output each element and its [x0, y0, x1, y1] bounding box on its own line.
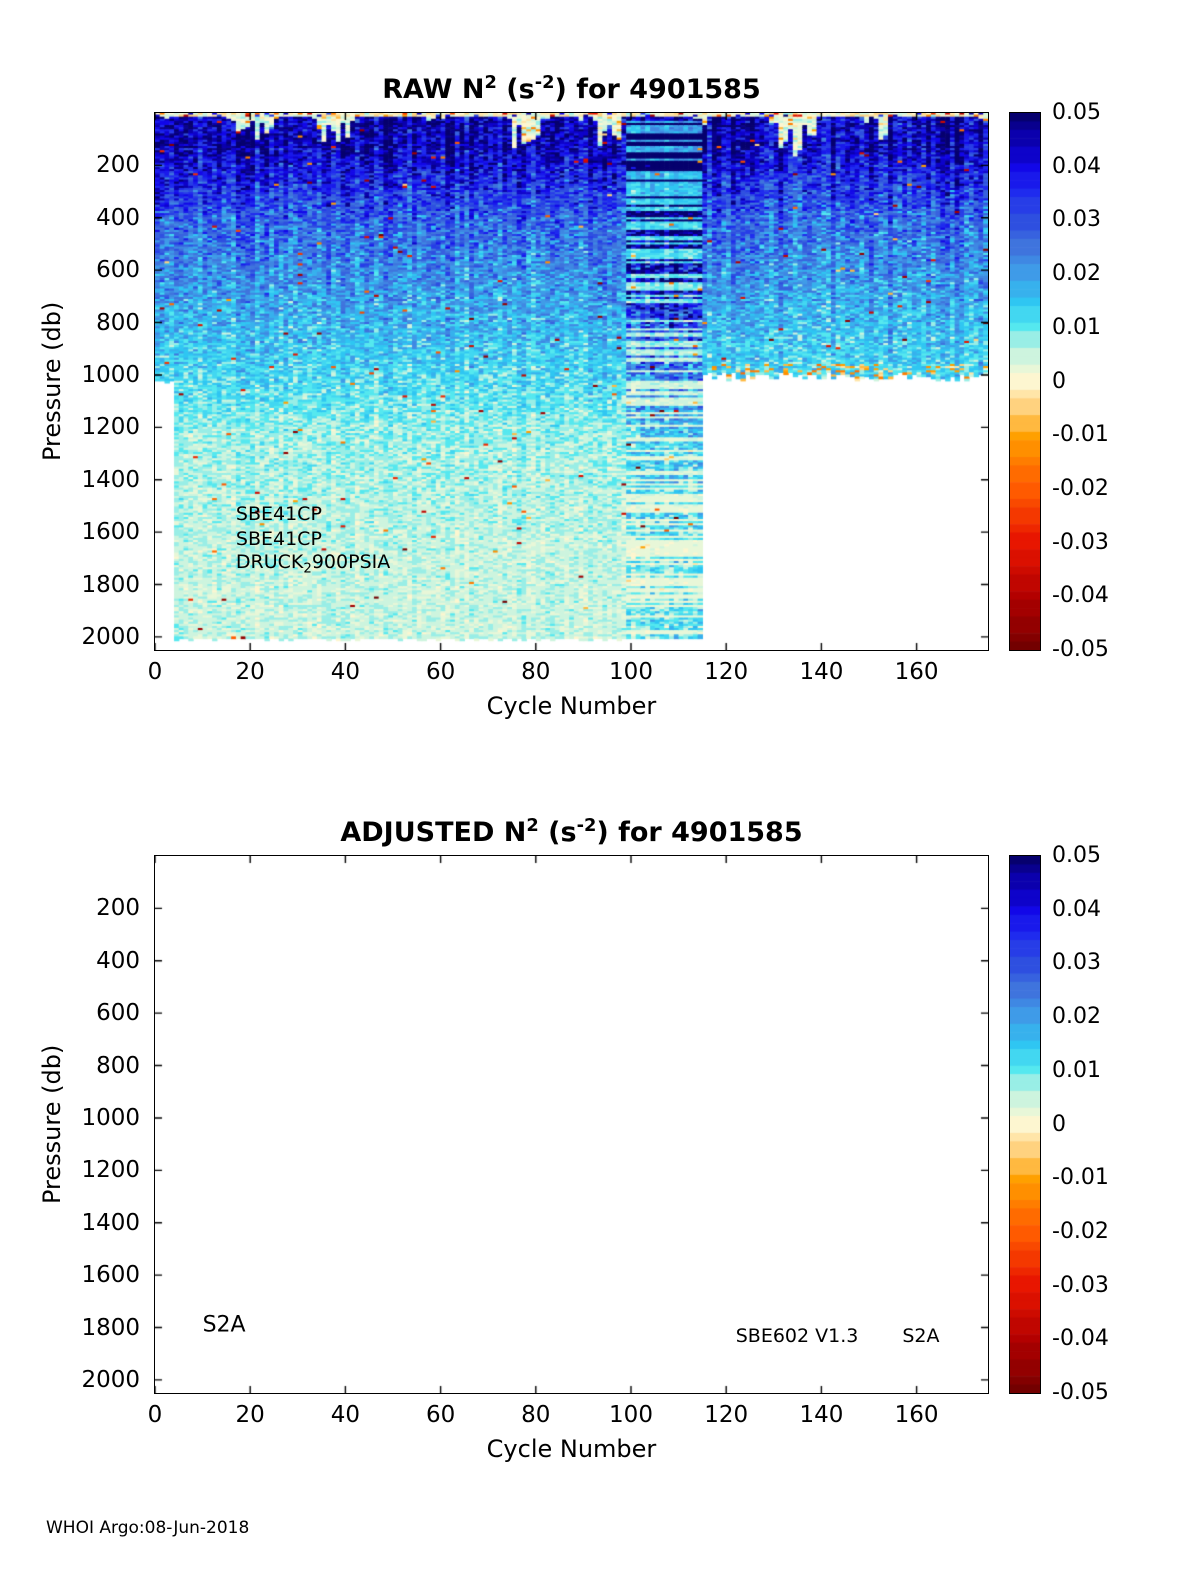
adjusted-x-axis-label: Cycle Number: [486, 1435, 657, 1463]
annotation-text: S2A: [203, 1312, 246, 1337]
annotation-text: DRUCK2900PSIA: [236, 551, 390, 577]
colorbar-tick-label: 0.02: [1052, 1004, 1101, 1030]
annotation-text: SBE602 V1.3: [736, 1325, 859, 1347]
x-tick-label: 120: [704, 659, 749, 685]
colorbar-tick-label: 0.01: [1052, 1057, 1101, 1083]
adjusted-title-pre: ADJUSTED N: [340, 817, 527, 848]
y-tick-label: 600: [96, 257, 140, 284]
colorbar-tick-label: 0.05: [1052, 100, 1101, 125]
colorbar-tick-label: -0.04: [1052, 1326, 1109, 1352]
colorbar-tick-label: 0.03: [1052, 207, 1101, 233]
x-tick-label: 40: [330, 659, 361, 685]
adjusted-colorbar-gradient: [1008, 854, 1041, 1394]
colorbar-tick-label: 0: [1052, 368, 1066, 394]
colorbar-tick-label: -0.03: [1052, 1272, 1109, 1298]
x-tick-label: 40: [330, 1402, 361, 1428]
colorbar-tick-label: -0.02: [1052, 475, 1109, 501]
raw-x-axis-label: Cycle Number: [486, 692, 657, 720]
y-tick-label: 600: [96, 1000, 140, 1027]
y-tick-label: 1000: [81, 1104, 140, 1131]
annotation-segment: SBE41CP: [235, 502, 322, 525]
annotation-segment: 900PSIA: [311, 550, 391, 573]
y-tick-label: 2000: [81, 1366, 140, 1393]
x-tick-label: 20: [235, 659, 265, 685]
y-tick-label: 1800: [81, 571, 140, 598]
annotation-segment: S2A: [902, 1324, 940, 1347]
annotation-text: SBE41CP: [236, 503, 322, 525]
colorbar-tick-label: 0.04: [1052, 153, 1101, 179]
colorbar-tick-label: -0.01: [1052, 422, 1109, 448]
x-tick-label: 160: [894, 659, 939, 685]
y-tick-label: 1600: [81, 1262, 140, 1289]
y-tick-label: 400: [96, 947, 140, 974]
y-tick-label: 400: [96, 204, 140, 231]
x-tick-label: 160: [894, 1402, 939, 1428]
colorbar-tick-label: 0.03: [1052, 950, 1101, 976]
raw-title-sup2: -2: [534, 72, 555, 93]
adjusted-title-mid: (s: [538, 817, 577, 848]
raw-colorbar-gradient: [1008, 111, 1041, 651]
x-tick-label: 120: [704, 1402, 749, 1428]
raw-title-sup1: 2: [484, 72, 497, 93]
adjusted-title-post: ) for 4901585: [596, 817, 803, 848]
y-tick-label: 2000: [81, 623, 140, 650]
y-tick-label: 200: [96, 895, 140, 922]
annotation-segment: S2A: [202, 1312, 246, 1338]
x-tick-label: 60: [425, 1402, 456, 1428]
colorbar-tick-label: 0.05: [1052, 843, 1101, 868]
y-tick-label: 800: [96, 1052, 140, 1079]
x-tick-label: 20: [235, 1402, 265, 1428]
footer-text: WHOI Argo:08-Jun-2018: [46, 1518, 250, 1538]
y-tick-label: 800: [96, 309, 140, 336]
colorbar-tick-label: 0.02: [1052, 261, 1101, 287]
colorbar-tick-label: -0.02: [1052, 1218, 1109, 1244]
annotation-segment: SBE602 V1.3: [735, 1324, 859, 1347]
x-tick-label: 80: [521, 659, 551, 685]
y-tick-label: 1400: [81, 1209, 140, 1236]
adjusted-panel-title: ADJUSTED N2 (s-2) for 4901585: [155, 815, 988, 848]
x-tick-label: 140: [799, 1402, 844, 1428]
annotation-segment: DRUCK: [235, 550, 304, 573]
adjusted-title-sup2: -2: [576, 815, 597, 836]
raw-title-mid: (s: [496, 74, 535, 105]
raw-title-pre: RAW N: [382, 74, 485, 105]
colorbar-tick-label: 0.01: [1052, 314, 1101, 340]
annotation-text: S2A: [902, 1325, 939, 1347]
colorbar-tick-label: 0: [1052, 1111, 1066, 1137]
annotation-segment: SBE41CP: [235, 527, 322, 550]
colorbar-tick-label: -0.04: [1052, 583, 1109, 609]
raw-panel-title: RAW N2 (s-2) for 4901585: [155, 72, 988, 105]
colorbar-tick-label: -0.05: [1052, 637, 1109, 662]
raw-heatmap-canvas: [153, 111, 989, 651]
annotation-text: SBE41CP: [236, 528, 322, 550]
x-tick-label: 80: [521, 1402, 551, 1428]
annotation-subscript: 2: [303, 561, 312, 577]
y-tick-label: 1000: [81, 361, 140, 388]
colorbar-tick-label: -0.01: [1052, 1165, 1109, 1191]
y-tick-label: 1600: [81, 519, 140, 546]
adjusted-heatmap-canvas: [153, 854, 989, 1394]
y-tick-label: 200: [96, 152, 140, 179]
y-tick-label: 1800: [81, 1314, 140, 1341]
x-tick-label: 100: [609, 659, 653, 685]
x-tick-label: 140: [799, 659, 844, 685]
x-tick-label: 60: [425, 659, 456, 685]
x-tick-label: 0: [147, 659, 163, 685]
x-tick-label: 100: [609, 1402, 653, 1428]
colorbar-tick-label: 0.04: [1052, 896, 1101, 922]
x-tick-label: 0: [147, 1402, 163, 1428]
colorbar-tick-label: -0.05: [1052, 1380, 1109, 1405]
colorbar-tick-label: -0.03: [1052, 529, 1109, 555]
raw-title-post: ) for 4901585: [554, 74, 761, 105]
adjusted-title-sup1: 2: [526, 815, 539, 836]
y-tick-label: 1200: [81, 414, 140, 441]
y-tick-label: 1400: [81, 466, 140, 493]
y-tick-label: 1200: [81, 1157, 140, 1184]
